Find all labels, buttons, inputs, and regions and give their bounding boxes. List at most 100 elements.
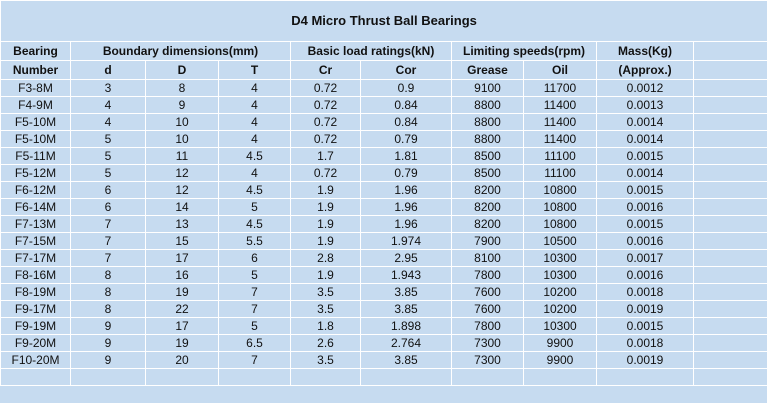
cell: 7 — [70, 249, 146, 267]
cell: 0.72 — [290, 113, 361, 131]
cell: 0.0016 — [596, 198, 694, 216]
column-header: Cr — [290, 60, 361, 80]
cell: 15 — [145, 232, 219, 250]
cell: 1.96 — [360, 215, 452, 233]
cell: 1.9 — [290, 181, 361, 199]
data-row: F7-15M 7 15 5.5 1.9 1.974 7900 10500 0.0016 — [0, 232, 767, 250]
data-row: F7-13M 7 13 4.5 1.9 1.96 8200 10800 0.0015 — [0, 215, 767, 233]
cell: 9900 — [523, 334, 597, 352]
cell: 0.9 — [360, 79, 452, 97]
cell: 3.5 — [290, 283, 361, 301]
cell: F5-12M — [0, 164, 71, 182]
cell: 8800 — [451, 96, 524, 114]
cell: 0.0015 — [596, 215, 694, 233]
cell: 11 — [145, 147, 219, 165]
column-header: Number — [0, 60, 71, 80]
empty-cell — [692, 198, 767, 216]
empty-row — [0, 368, 767, 386]
empty-cell — [692, 334, 767, 352]
column-header: T — [218, 60, 291, 80]
cell: 4 — [70, 96, 146, 114]
cell: 4 — [218, 96, 291, 114]
empty-cell — [523, 368, 597, 386]
cell: 10200 — [523, 283, 597, 301]
cell: 10300 — [523, 266, 597, 284]
cell: 8200 — [451, 198, 524, 216]
cell: 10800 — [523, 181, 597, 199]
cell: 7300 — [451, 334, 524, 352]
cell: 7 — [70, 215, 146, 233]
cell: 8100 — [451, 249, 524, 267]
cell: 8500 — [451, 147, 524, 165]
cell: 0.0016 — [596, 232, 694, 250]
empty-cell — [692, 130, 767, 148]
cell: 7 — [70, 232, 146, 250]
cell: 11100 — [523, 147, 597, 165]
cell: F9-19M — [0, 317, 71, 335]
cell: 11100 — [523, 164, 597, 182]
cell: 7600 — [451, 283, 524, 301]
empty-cell — [692, 79, 767, 97]
cell: 10200 — [523, 300, 597, 318]
cell: 5 — [218, 198, 291, 216]
cell: 5 — [70, 164, 146, 182]
cell: 4 — [218, 79, 291, 97]
cell: 1.96 — [360, 198, 452, 216]
cell: 1.7 — [290, 147, 361, 165]
empty-cell — [0, 368, 71, 386]
cell: 10 — [145, 130, 219, 148]
cell: 3.5 — [290, 351, 361, 369]
cell: 4.5 — [218, 181, 291, 199]
cell: 0.0015 — [596, 147, 694, 165]
cell: 6 — [70, 181, 146, 199]
cell: F7-15M — [0, 232, 71, 250]
cell: 12 — [145, 164, 219, 182]
cell: 1.96 — [360, 181, 452, 199]
data-row: F5-11M 5 11 4.5 1.7 1.81 8500 11100 0.0015 — [0, 147, 767, 165]
data-row: F8-16M 8 16 5 1.9 1.943 7800 10300 0.0016 — [0, 266, 767, 284]
cell: F4-9M — [0, 96, 71, 114]
data-row: F9-17M 8 22 7 3.5 3.85 7600 10200 0.0019 — [0, 300, 767, 318]
column-header: d — [70, 60, 146, 80]
empty-cell — [451, 368, 524, 386]
cell: 7 — [218, 283, 291, 301]
cell: 0.0014 — [596, 164, 694, 182]
cell: 11400 — [523, 130, 597, 148]
data-row: F6-12M 6 12 4.5 1.9 1.96 8200 10800 0.0015 — [0, 181, 767, 199]
cell: F9-17M — [0, 300, 71, 318]
cell: 1.9 — [290, 266, 361, 284]
cell: 2.764 — [360, 334, 452, 352]
header-group: Boundary dimensions(mm) — [70, 41, 291, 61]
cell: 2.6 — [290, 334, 361, 352]
cell: 4.5 — [218, 215, 291, 233]
cell: 5 — [218, 317, 291, 335]
cell: 4 — [70, 113, 146, 131]
empty-cell — [692, 60, 767, 80]
cell: 13 — [145, 215, 219, 233]
cell: 0.0017 — [596, 249, 694, 267]
cell: 0.0015 — [596, 181, 694, 199]
cell: 20 — [145, 351, 219, 369]
column-header: Grease — [451, 60, 524, 80]
cell: 2.8 — [290, 249, 361, 267]
empty-cell — [692, 96, 767, 114]
cell: 9 — [70, 351, 146, 369]
empty-cell — [692, 41, 767, 61]
cell: 4 — [218, 164, 291, 182]
cell: 1.9 — [290, 232, 361, 250]
cell: 0.72 — [290, 164, 361, 182]
data-row: F9-19M 9 17 5 1.8 1.898 7800 10300 0.0015 — [0, 317, 767, 335]
cell: 0.72 — [290, 96, 361, 114]
cell: 10800 — [523, 198, 597, 216]
cell: 8 — [145, 79, 219, 97]
cell: 11400 — [523, 113, 597, 131]
empty-cell — [692, 300, 767, 318]
cell: 1.81 — [360, 147, 452, 165]
cell: F6-14M — [0, 198, 71, 216]
cell: 7600 — [451, 300, 524, 318]
cell: 6 — [218, 249, 291, 267]
header-group: Limiting speeds(rpm) — [451, 41, 597, 61]
empty-cell — [290, 368, 361, 386]
cell: 0.72 — [290, 79, 361, 97]
empty-cell — [692, 351, 767, 369]
